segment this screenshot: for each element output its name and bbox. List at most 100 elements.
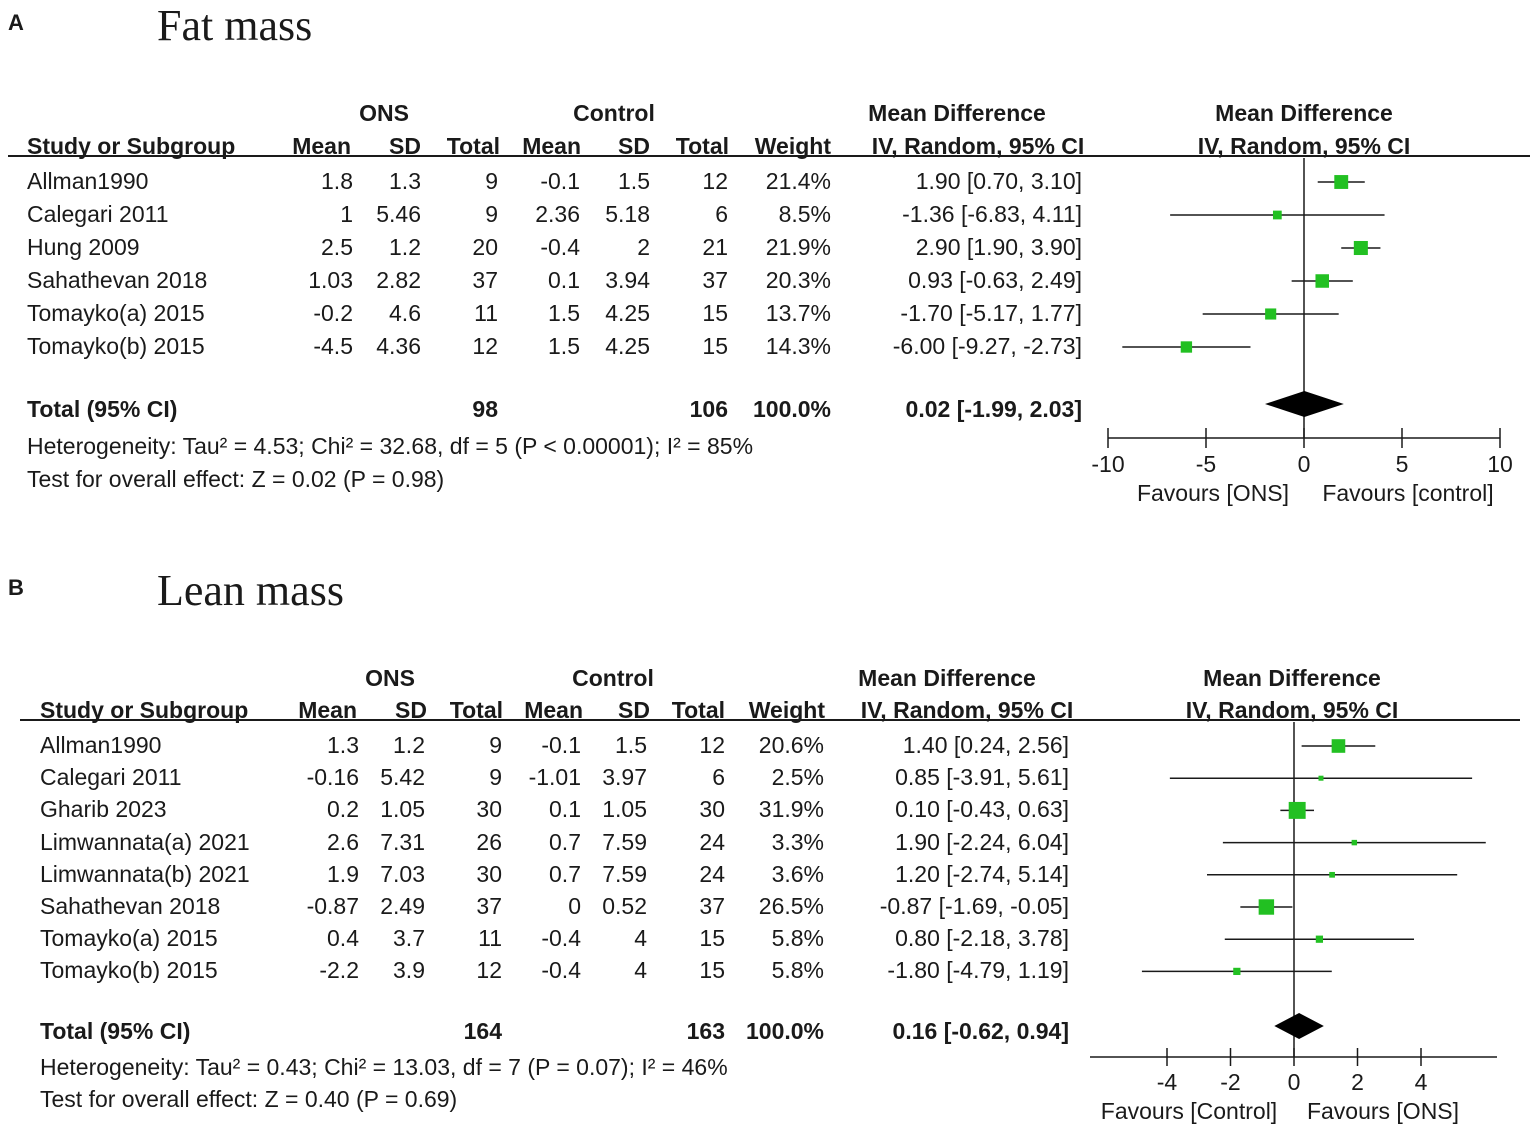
- control-total: 15: [702, 333, 728, 359]
- mean-difference-header: Mean Difference: [868, 100, 1046, 126]
- study-marker: [1334, 175, 1349, 189]
- control-mean: -0.1: [541, 732, 581, 758]
- x-tick-label: -10: [1091, 451, 1124, 477]
- control-total: 24: [699, 828, 725, 855]
- control-total: 15: [702, 300, 728, 326]
- x-tick-label: 0: [1288, 1069, 1301, 1095]
- study-column-header: Study or Subgroup: [27, 133, 236, 159]
- total-ci: 0.16 [-0.62, 0.94]: [892, 1018, 1069, 1044]
- control-sd: 3.97: [602, 764, 647, 791]
- ci-text: 0.80 [-2.18, 3.78]: [895, 925, 1069, 952]
- total-label: Total (95% CI): [27, 396, 178, 422]
- ons-total: 12: [476, 957, 502, 984]
- ons-total: 9: [485, 201, 498, 227]
- total-control-n: 106: [689, 396, 728, 422]
- ons-sd: 2.49: [380, 893, 425, 919]
- panel-title: Lean mass: [157, 566, 344, 615]
- ons-sd: 4.6: [389, 300, 421, 326]
- weight: 8.5%: [778, 201, 831, 227]
- control-total: 21: [702, 234, 728, 260]
- group-header-ons: ONS: [359, 100, 409, 126]
- control-total: 24: [699, 860, 725, 887]
- control-sd: 4: [634, 957, 647, 984]
- ons-sd: 1.2: [389, 234, 421, 260]
- ons-total: 37: [476, 893, 502, 919]
- weight: 20.3%: [765, 267, 831, 293]
- ci-text: -6.00 [-9.27, -2.73]: [892, 333, 1082, 359]
- control-mean: -0.1: [540, 168, 580, 194]
- control-total: 12: [702, 168, 728, 194]
- study-name: Allman1990: [27, 168, 149, 194]
- control-sd: 3.94: [605, 267, 650, 293]
- weight: 2.5%: [771, 764, 824, 791]
- ons-sd: 5.42: [380, 764, 425, 791]
- ons-sd: 4.36: [376, 333, 421, 359]
- control-mean: 1.5: [548, 300, 580, 326]
- total-label: Total (95% CI): [40, 1018, 191, 1044]
- ons-total: 20: [472, 234, 498, 260]
- ons-mean: 1.8: [321, 168, 353, 194]
- ci-text: 1.40 [0.24, 2.56]: [902, 732, 1069, 758]
- ons-sd: 3.7: [393, 925, 425, 952]
- study-marker: [1233, 967, 1241, 976]
- ons-mean: 0.2: [327, 796, 359, 823]
- weight: 20.6%: [758, 732, 824, 758]
- ons-mean: -0.87: [306, 893, 359, 919]
- method-header: IV, Random, 95% CI: [860, 697, 1074, 723]
- x-tick-label: 0: [1298, 451, 1311, 477]
- forest-plot: -10 -5 0 5 10: [8, 155, 1530, 477]
- study-name: Limwannata(a) 2021: [40, 828, 250, 855]
- ons-sd: 2.82: [376, 267, 421, 293]
- plot-mean-difference-header: Mean Difference: [1203, 665, 1381, 691]
- weight: 31.9%: [758, 796, 824, 823]
- ons-sd: 3.9: [393, 957, 425, 984]
- total-ons-n: 98: [472, 396, 498, 422]
- favours-right-label: Favours [ONS]: [1306, 1098, 1460, 1124]
- study-name: Allman1990: [40, 732, 162, 758]
- overall-effect-text: Test for overall effect: Z = 0.02 (P = 0…: [27, 466, 445, 492]
- ci-text: 1.90 [-2.24, 6.04]: [895, 828, 1069, 855]
- ons-mean: 2.6: [327, 828, 359, 855]
- control-mean: 0: [568, 893, 581, 919]
- study-column-header: Study or Subgroup: [40, 697, 249, 723]
- ons-sd: 7.31: [380, 828, 425, 855]
- control-total-header: Total: [675, 133, 729, 159]
- control-mean: 2.36: [535, 201, 580, 227]
- control-sd-header: SD: [618, 133, 650, 159]
- weight-header: Weight: [754, 133, 831, 159]
- total-control-n: 163: [686, 1018, 725, 1044]
- ons-total: 11: [474, 300, 498, 326]
- ons-mean: -2.2: [319, 957, 359, 984]
- control-mean: 0.7: [549, 828, 581, 855]
- ci-text: 0.85 [-3.91, 5.61]: [895, 764, 1069, 791]
- control-total: 15: [699, 925, 725, 952]
- ons-sd: 1.05: [380, 796, 425, 823]
- ons-sd-header: SD: [389, 133, 421, 159]
- study-name: Sahathevan 2018: [40, 893, 221, 919]
- study-marker: [1331, 739, 1346, 753]
- panel-title: Fat mass: [157, 1, 313, 50]
- ci-text: 2.90 [1.90, 3.90]: [915, 234, 1082, 260]
- control-mean: -0.4: [540, 234, 580, 260]
- control-mean-header: Mean: [522, 133, 581, 159]
- plot-method-header: IV, Random, 95% CI: [1185, 697, 1399, 723]
- ons-mean: 1.03: [308, 267, 353, 293]
- study-name: Calegari 2011: [40, 764, 182, 791]
- x-tick-label: 5: [1396, 451, 1409, 477]
- study-marker: [1315, 274, 1329, 288]
- weight: 26.5%: [758, 893, 824, 919]
- control-mean-header: Mean: [524, 697, 583, 723]
- control-total-header: Total: [671, 697, 725, 723]
- ci-text: 0.93 [-0.63, 2.49]: [908, 267, 1082, 293]
- control-total: 6: [712, 764, 725, 791]
- plot-method-header: IV, Random, 95% CI: [1197, 133, 1411, 159]
- favours-left-label: Favours [Control]: [1100, 1098, 1278, 1124]
- study-marker: [1180, 341, 1193, 353]
- control-mean: -0.4: [541, 957, 581, 984]
- total-ons-n: 164: [463, 1018, 502, 1044]
- panel-letter: B: [8, 575, 24, 600]
- ons-total-header: Total: [446, 133, 500, 159]
- ons-mean: 1.3: [327, 732, 359, 758]
- ci-text: -1.36 [-6.83, 4.11]: [902, 201, 1082, 227]
- study-name: Sahathevan 2018: [27, 267, 208, 293]
